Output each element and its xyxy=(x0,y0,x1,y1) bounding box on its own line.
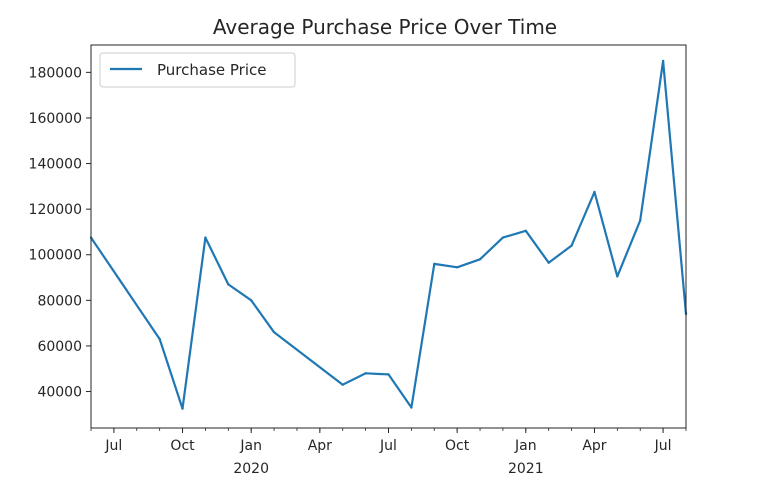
series-line-0 xyxy=(90,59,688,410)
chart-title: Average Purchase Price Over Time xyxy=(213,15,557,39)
y-axis: 40000 60000 80000 100000 120000 140000 160000 1… xyxy=(29,65,91,401)
x-tick-label: Jul xyxy=(104,438,122,454)
x-tick-label: Oct xyxy=(445,438,470,454)
x-tick-label: Jan xyxy=(239,438,262,454)
data-point xyxy=(250,299,253,302)
plot-area xyxy=(89,59,688,410)
y-tick-label: 180000 xyxy=(29,65,82,81)
plot-frame xyxy=(90,44,687,429)
data-point xyxy=(410,406,413,409)
y-tick-label: 60000 xyxy=(37,339,82,355)
legend-box xyxy=(99,52,296,88)
data-point xyxy=(570,244,573,247)
x-tick-year-label: 2020 xyxy=(233,461,269,477)
data-point xyxy=(433,262,436,266)
data-point xyxy=(661,59,665,63)
data-point xyxy=(593,190,596,194)
data-point xyxy=(616,275,619,278)
y-tick-label: 100000 xyxy=(29,248,82,264)
x-tick-label: Jul xyxy=(379,438,397,454)
x-tick-label: Oct xyxy=(170,438,195,454)
legend-label: Purchase Price xyxy=(157,61,266,79)
y-tick-label: 120000 xyxy=(29,202,82,218)
data-point xyxy=(387,373,390,376)
x-tick-label: Jul xyxy=(654,438,672,454)
y-tick-label: 80000 xyxy=(37,293,82,309)
data-point xyxy=(478,258,482,261)
y-tick-label: 140000 xyxy=(29,157,82,173)
legend: Purchase Price xyxy=(99,52,296,88)
data-point xyxy=(547,261,550,264)
data-point xyxy=(341,383,344,386)
data-point xyxy=(501,236,505,239)
x-tick-label: Apr xyxy=(308,438,332,454)
data-point xyxy=(272,331,276,334)
y-tick-label: 40000 xyxy=(37,385,82,401)
x-tick-label: Apr xyxy=(582,438,606,454)
x-axis: Jul Oct Jan 2020 Apr Jul Oct Jan 2021 Apr Jul xyxy=(90,428,687,477)
data-point xyxy=(639,219,642,222)
data-point xyxy=(364,372,367,375)
x-tick-label: Jan xyxy=(514,438,537,454)
data-point xyxy=(158,337,161,341)
y-tick-label: 160000 xyxy=(29,111,82,127)
data-point xyxy=(456,266,459,269)
data-point xyxy=(227,283,230,286)
data-point xyxy=(524,229,527,232)
x-tick-year-label: 2021 xyxy=(508,461,544,477)
data-point xyxy=(204,236,207,239)
data-point xyxy=(181,407,184,410)
